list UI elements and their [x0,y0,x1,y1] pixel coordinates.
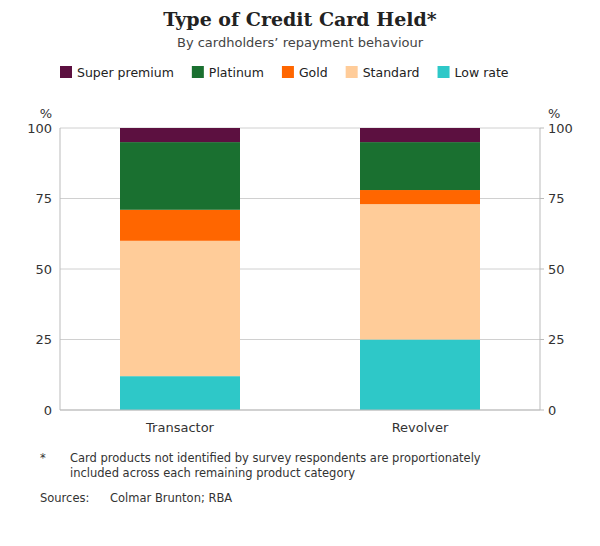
y2-axis [540,128,541,410]
footnote-line: included across each remaining product c… [70,466,355,480]
sources-label: Sources: [40,491,89,505]
footnote: Card products not identified by survey r… [70,451,481,480]
y2-tick [540,128,544,129]
bar-segment [360,128,480,142]
subtitle: By cardholders’ repayment behaviour [177,35,424,50]
legend-label: Platinum [209,65,264,80]
y2-axis-label: % [548,106,560,121]
y2-tick-label: 50 [548,262,565,277]
bar-segment [360,340,480,411]
y2-tick-label: 75 [548,191,565,206]
chart: Type of Credit Card Held* By cardholders’… [0,0,600,546]
x-tick-label: Revolver [392,420,449,435]
grid-line [60,410,540,411]
y-axis [60,128,61,410]
bar-segment [360,204,480,339]
bar-segment [120,128,240,142]
legend-label: Gold [299,65,328,80]
bar-segment [120,241,240,376]
legend-label: Super premium [77,65,174,80]
legend-swatch [192,66,204,78]
y-tick-label: 25 [35,332,52,347]
bar-segment [120,142,240,210]
legend-swatch [60,66,72,78]
x-tick-label: Transactor [145,420,215,435]
y2-tick [540,410,544,411]
bar-segment [120,210,240,241]
grid [60,128,540,410]
y-tick-label: 75 [35,191,52,206]
legend-item: Platinum [192,65,264,80]
x-axis [60,410,540,411]
y-tick-label: 0 [44,403,52,418]
legend-item: Gold [282,65,328,80]
legend-swatch [346,66,358,78]
legend: Super premium Platinum Gold Standard Low rat… [60,65,509,80]
legend-swatch [282,66,294,78]
y2-tick [540,269,544,270]
y2-tick [540,339,544,340]
y2-tick [540,198,544,199]
y2-tick-label: 25 [548,332,565,347]
legend-swatch [438,66,450,78]
bar-segment [360,190,480,204]
y2-tick-label: 100 [548,121,573,136]
legend-item: Low rate [438,65,509,80]
footnote-mark: * [40,451,46,465]
title: Type of Credit Card Held* [163,8,437,30]
y-tick-label: 100 [27,121,52,136]
bar-segment [360,142,480,190]
legend-item: Standard [346,65,420,80]
bars [120,128,480,410]
footnote-line: Card products not identified by survey r… [70,451,481,465]
bar-segment [120,376,240,410]
legend-item: Super premium [60,65,174,80]
legend-label: Low rate [455,65,509,80]
background [0,0,600,546]
y-tick-label: 50 [35,262,52,277]
y2-tick-label: 0 [548,403,556,418]
y-axis-label: % [40,106,52,121]
sources: Colmar Brunton; RBA [110,491,232,505]
legend-label: Standard [363,65,420,80]
